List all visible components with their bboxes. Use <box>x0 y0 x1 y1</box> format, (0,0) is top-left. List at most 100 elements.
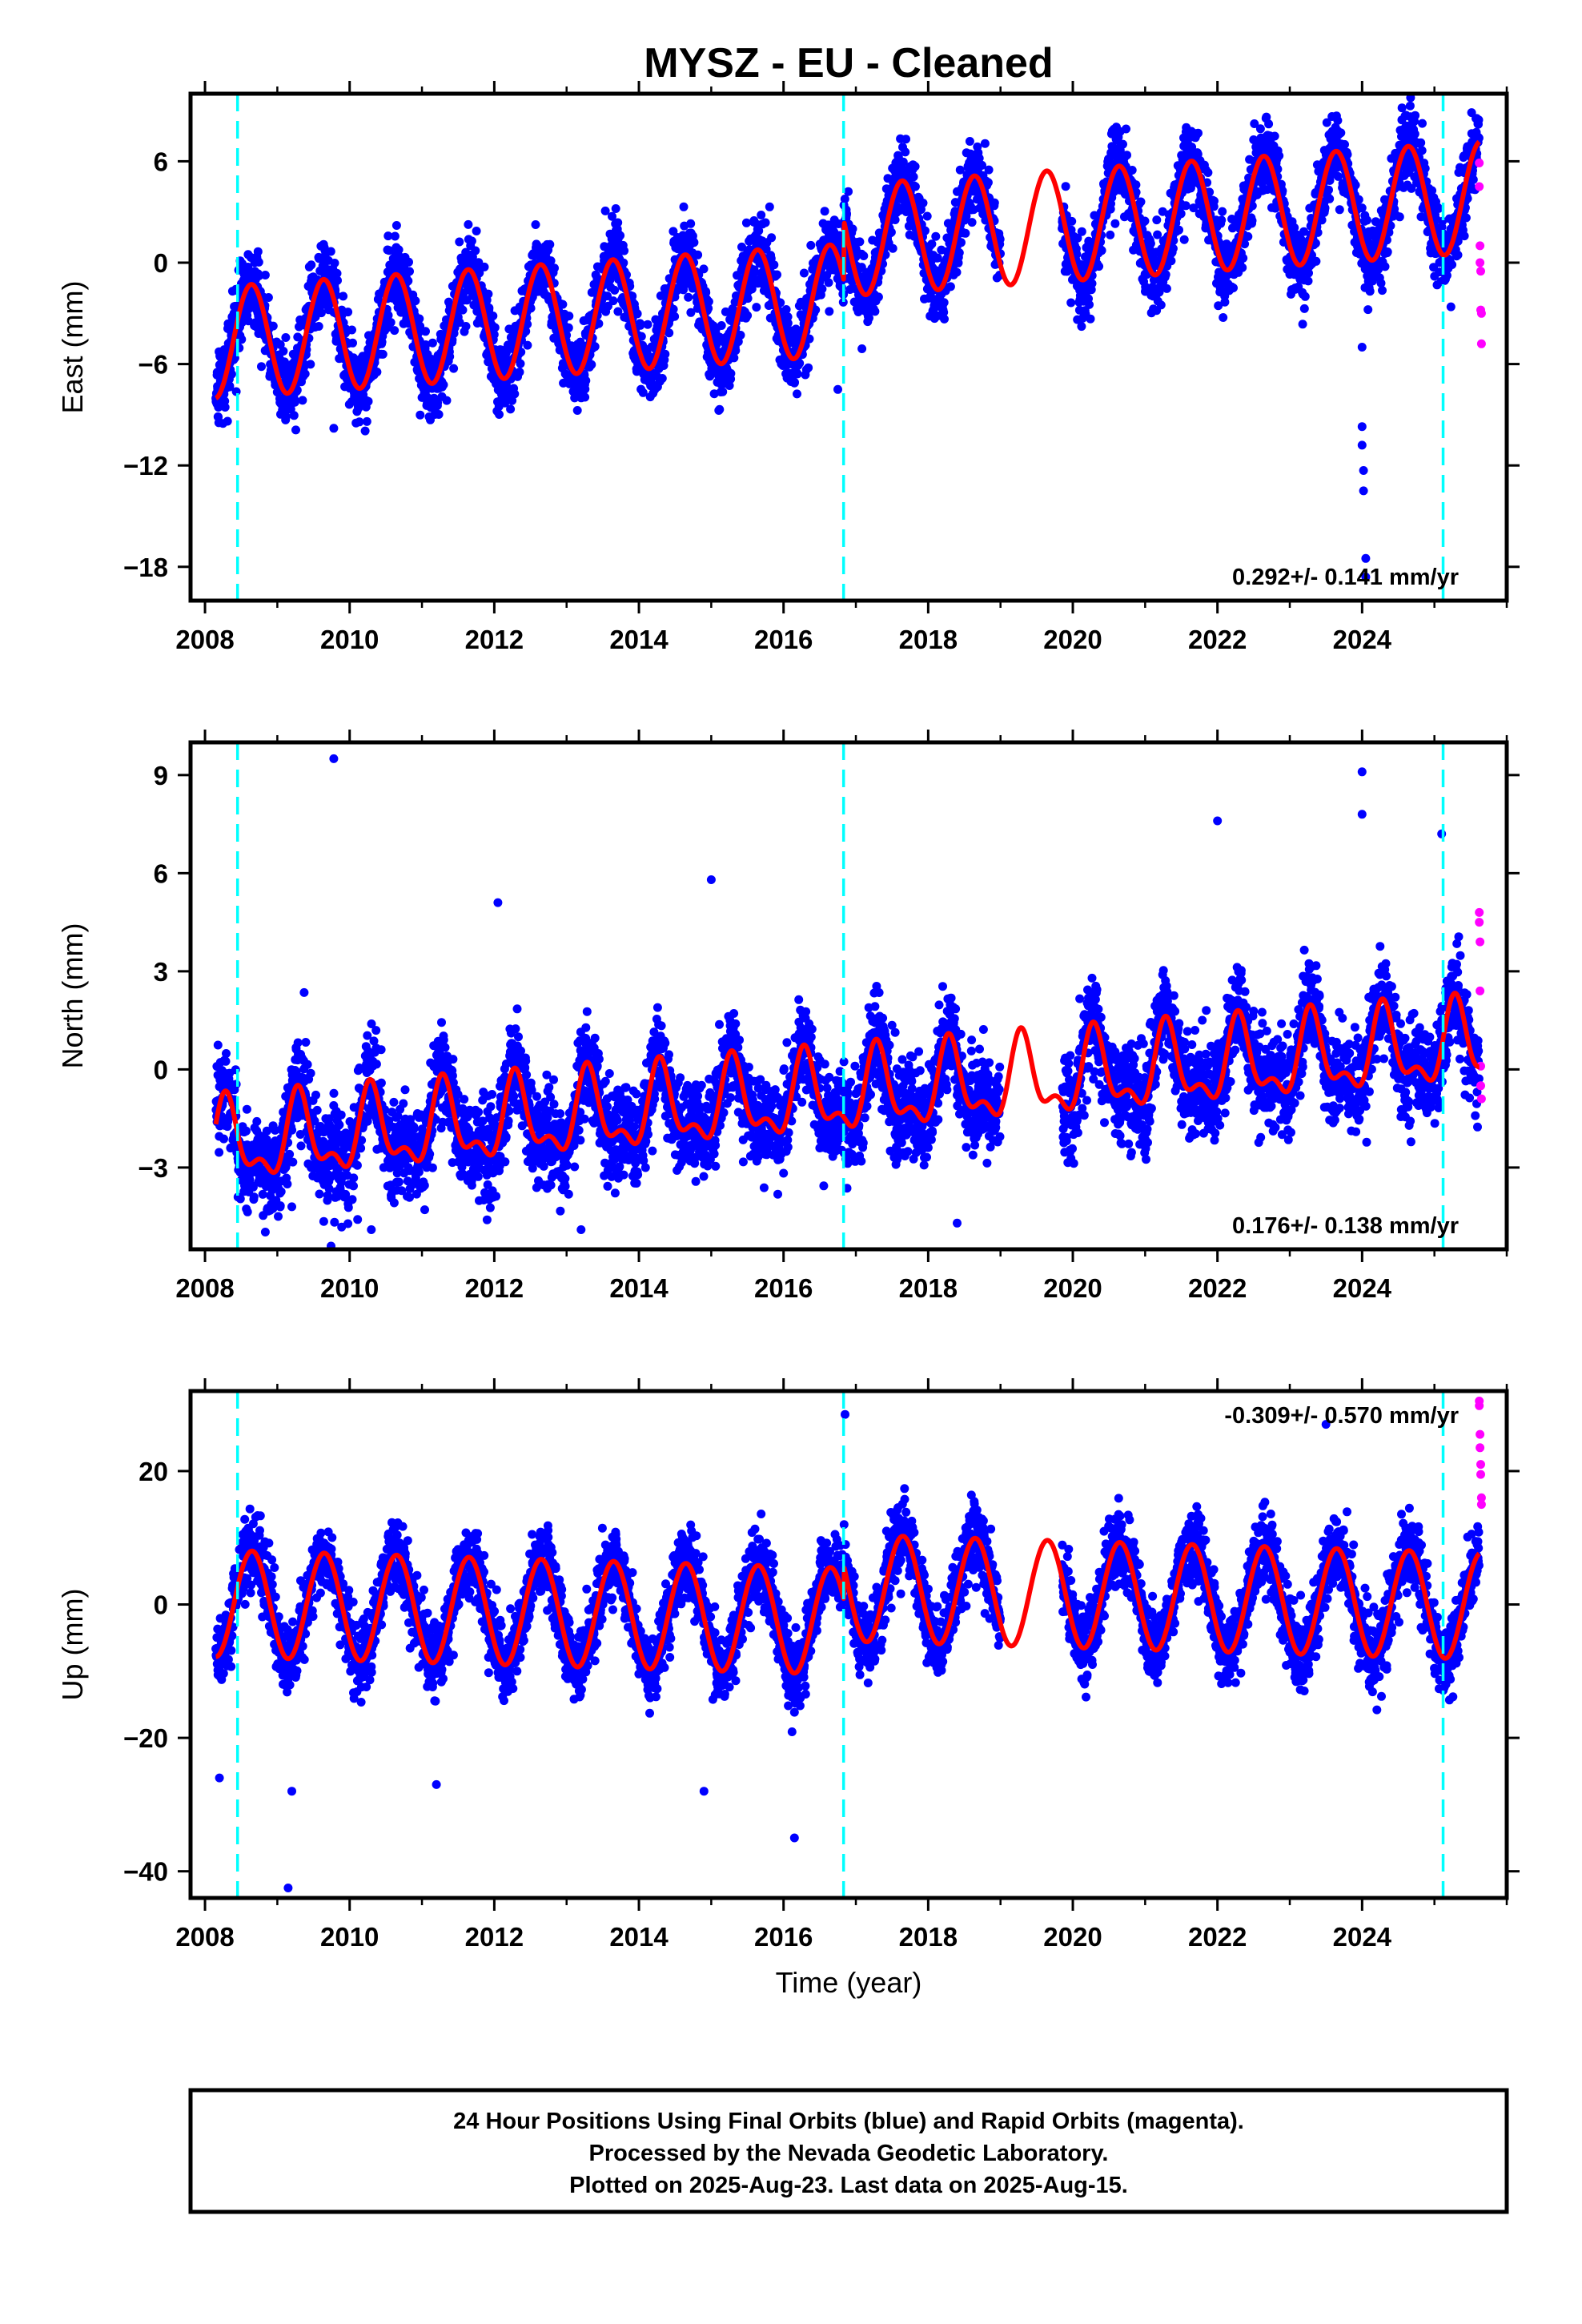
east-point <box>1311 256 1321 266</box>
east-point <box>243 316 253 326</box>
east-point <box>901 135 910 144</box>
east-point <box>1324 185 1333 195</box>
east-point <box>227 369 236 379</box>
east-point <box>1077 227 1086 236</box>
east-point <box>484 304 494 312</box>
east-point <box>848 224 857 234</box>
east-point <box>386 318 396 328</box>
east-point <box>610 285 620 295</box>
east-point <box>1320 203 1330 213</box>
east-point <box>404 276 413 286</box>
east-point <box>613 218 623 227</box>
east-point <box>670 312 680 321</box>
east-point <box>616 231 625 240</box>
east-point <box>693 250 703 259</box>
east-point <box>1304 268 1313 278</box>
east-point <box>901 147 910 157</box>
east-point <box>873 292 883 302</box>
east-point <box>307 260 316 270</box>
east-point <box>390 326 400 336</box>
east-point <box>275 340 285 349</box>
east-point <box>268 321 278 331</box>
east-point <box>1194 128 1203 138</box>
east-point <box>729 353 739 363</box>
east-point <box>442 396 452 405</box>
east-point <box>931 231 941 241</box>
east-point <box>306 360 315 369</box>
east-point <box>572 406 582 415</box>
east-point <box>298 396 307 405</box>
east-point <box>1405 101 1415 111</box>
east-point <box>918 199 928 207</box>
east-point <box>445 352 455 361</box>
east-point <box>661 349 670 359</box>
east-point <box>793 369 802 379</box>
east-point <box>611 204 620 213</box>
east-point <box>254 257 263 267</box>
east-point <box>922 211 932 221</box>
east-point <box>1179 235 1189 244</box>
east-point <box>620 246 629 255</box>
east-point <box>1118 139 1127 149</box>
east-point <box>888 243 897 253</box>
east-point <box>394 245 404 255</box>
east-point <box>1417 146 1427 155</box>
east-point <box>1416 138 1426 147</box>
east-point <box>1363 215 1371 225</box>
east-point <box>961 228 970 238</box>
east-point <box>428 338 437 348</box>
east-point <box>372 368 382 376</box>
east-point <box>752 303 761 312</box>
east-point <box>1229 283 1238 292</box>
east-point <box>333 275 342 285</box>
east-point <box>411 296 420 306</box>
east-point <box>510 389 520 399</box>
east-point <box>421 327 430 336</box>
east-point <box>515 368 524 377</box>
east-point <box>490 323 500 332</box>
east-point <box>257 362 266 372</box>
east-point <box>1152 215 1162 225</box>
east-point <box>1066 298 1076 308</box>
east-point <box>980 139 990 148</box>
east-point <box>263 293 273 302</box>
east-point <box>316 308 326 318</box>
east-point <box>326 247 335 256</box>
east-point <box>783 319 793 328</box>
east-point <box>1363 305 1373 315</box>
east-point <box>1087 279 1097 288</box>
east-point <box>1210 196 1219 206</box>
east-point <box>1335 205 1344 215</box>
east-point <box>1110 219 1120 228</box>
east-point <box>927 239 937 249</box>
east-point <box>686 219 696 228</box>
east-point <box>1239 253 1248 263</box>
east-point <box>910 162 920 171</box>
east-point <box>464 219 473 229</box>
east-point <box>743 294 753 304</box>
east-point <box>890 215 900 224</box>
east-point <box>689 238 699 247</box>
east-point <box>281 412 291 421</box>
east-point <box>765 202 774 211</box>
east-point <box>726 368 736 378</box>
east-point <box>1097 246 1106 255</box>
east-point <box>1219 313 1228 322</box>
east-point <box>718 387 728 396</box>
east-point <box>717 321 726 330</box>
east-point <box>1122 151 1131 160</box>
east-point <box>390 231 400 241</box>
east-point <box>550 263 559 273</box>
east-point <box>237 335 247 344</box>
east-point <box>865 313 873 323</box>
east-point <box>1061 182 1070 191</box>
east-point <box>824 278 833 287</box>
east-point <box>1340 139 1349 149</box>
east-point <box>967 218 977 227</box>
east-point <box>1067 216 1077 226</box>
east-point <box>293 332 303 342</box>
east-point <box>489 330 499 340</box>
east-point <box>580 392 590 402</box>
east-point <box>844 187 853 196</box>
east-point <box>657 374 667 383</box>
